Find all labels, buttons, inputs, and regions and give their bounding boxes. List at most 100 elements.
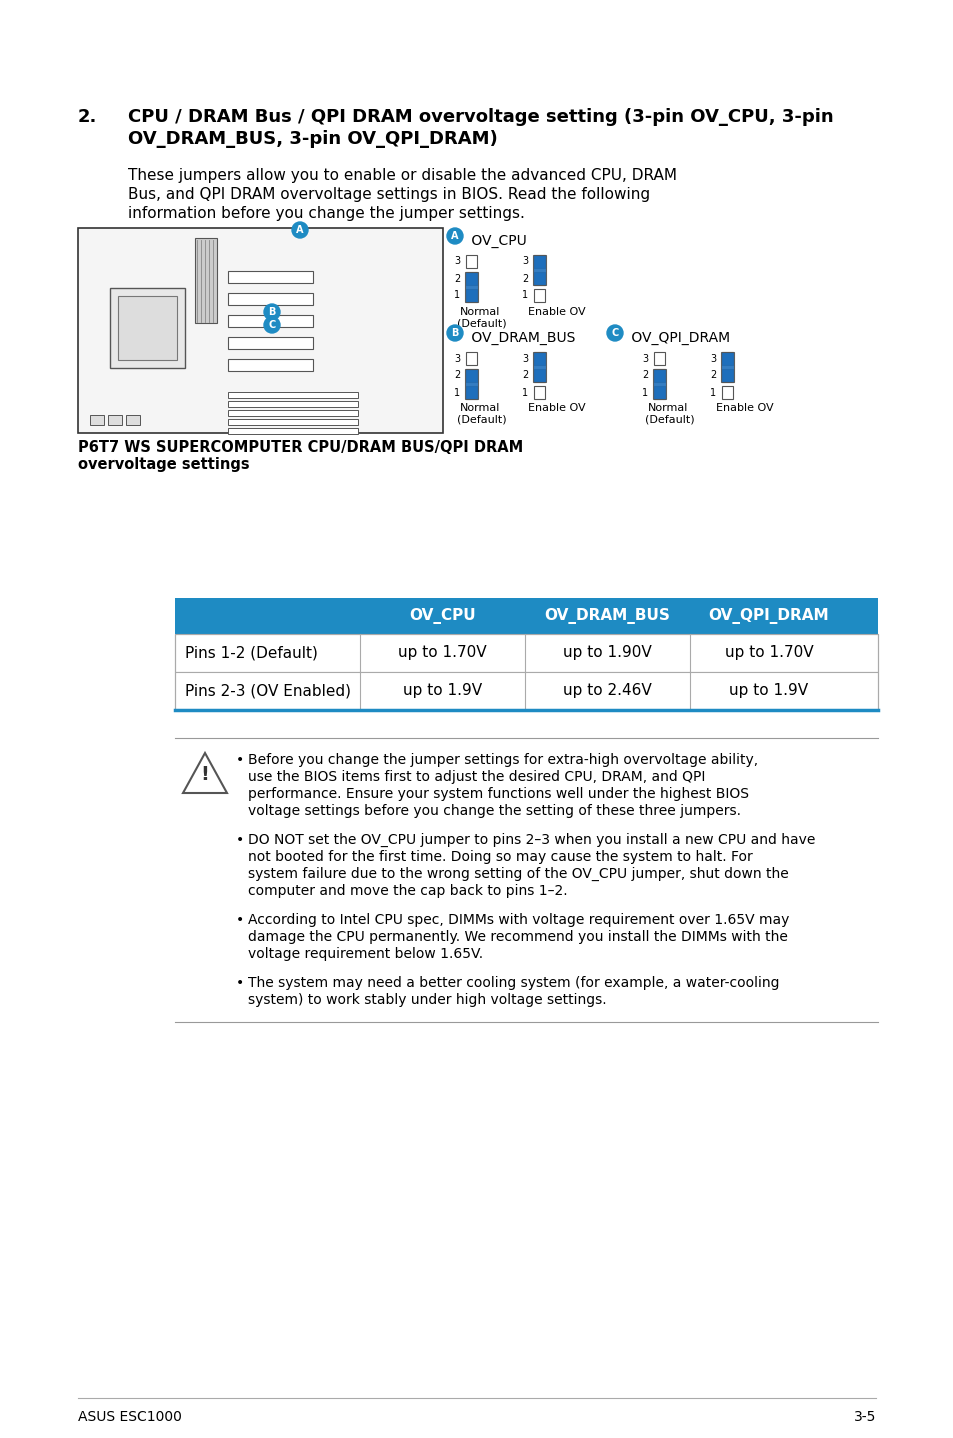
Text: voltage requirement below 1.65V.: voltage requirement below 1.65V.: [248, 948, 482, 961]
Text: 1: 1: [454, 290, 460, 301]
Text: 1: 1: [454, 387, 460, 397]
Bar: [466, 352, 477, 365]
Bar: [654, 370, 665, 383]
Text: 1: 1: [522, 387, 528, 397]
Text: Enable OV: Enable OV: [716, 403, 773, 413]
Bar: [194, 239, 216, 324]
Bar: [533, 255, 546, 285]
Bar: [174, 598, 877, 634]
Text: !: !: [200, 765, 210, 785]
Bar: [721, 352, 733, 365]
Text: A: A: [296, 224, 303, 234]
Bar: [653, 370, 666, 398]
Text: Enable OV: Enable OV: [527, 306, 585, 316]
Text: (Default): (Default): [456, 319, 506, 329]
Text: Normal: Normal: [459, 403, 500, 413]
Text: up to 1.90V: up to 1.90V: [562, 646, 651, 660]
Text: 3: 3: [454, 256, 460, 266]
Bar: [228, 410, 357, 416]
Text: The system may need a better cooling system (for example, a water-cooling: The system may need a better cooling sys…: [248, 976, 779, 989]
Bar: [654, 352, 665, 365]
Text: 2: 2: [454, 371, 460, 381]
Text: B: B: [451, 328, 458, 338]
Text: up to 1.70V: up to 1.70V: [397, 646, 486, 660]
Bar: [228, 401, 357, 407]
Bar: [721, 385, 733, 398]
Bar: [174, 672, 877, 710]
Text: OV_QPI_DRAM: OV_QPI_DRAM: [626, 331, 729, 345]
Bar: [466, 370, 477, 383]
Bar: [534, 289, 545, 302]
Text: OV_DRAM_BUS: OV_DRAM_BUS: [467, 331, 575, 345]
Text: B: B: [268, 306, 275, 316]
Text: up to 1.9V: up to 1.9V: [729, 683, 808, 699]
Circle shape: [447, 229, 462, 244]
Circle shape: [292, 221, 308, 239]
Bar: [126, 416, 140, 426]
Text: system) to work stably under high voltage settings.: system) to work stably under high voltag…: [248, 994, 606, 1007]
Text: These jumpers allow you to enable or disable the advanced CPU, DRAM: These jumpers allow you to enable or dis…: [128, 168, 677, 183]
Text: Bus, and QPI DRAM overvoltage settings in BIOS. Read the following: Bus, and QPI DRAM overvoltage settings i…: [128, 187, 649, 201]
Bar: [228, 336, 313, 349]
Text: 1: 1: [522, 290, 528, 301]
Text: Normal: Normal: [459, 306, 500, 316]
Bar: [533, 352, 546, 383]
Bar: [78, 229, 442, 433]
Text: up to 1.9V: up to 1.9V: [402, 683, 481, 699]
Bar: [534, 272, 545, 285]
Text: 2.: 2.: [78, 108, 97, 127]
Bar: [466, 255, 477, 267]
Text: •: •: [235, 913, 244, 928]
Circle shape: [447, 325, 462, 341]
Bar: [466, 385, 477, 398]
Bar: [466, 272, 477, 285]
Bar: [534, 370, 545, 383]
Bar: [174, 634, 877, 710]
Text: 2: 2: [641, 371, 648, 381]
Text: ASUS ESC1000: ASUS ESC1000: [78, 1411, 182, 1424]
Text: CPU / DRAM Bus / QPI DRAM overvoltage setting (3-pin OV_CPU, 3-pin: CPU / DRAM Bus / QPI DRAM overvoltage se…: [128, 108, 833, 127]
Bar: [108, 416, 122, 426]
Text: 1: 1: [710, 387, 716, 397]
Text: C: C: [268, 321, 275, 329]
Bar: [228, 418, 357, 426]
Text: According to Intel CPU spec, DIMMs with voltage requirement over 1.65V may: According to Intel CPU spec, DIMMs with …: [248, 913, 788, 928]
Text: OV_QPI_DRAM: OV_QPI_DRAM: [708, 608, 828, 624]
Text: OV_DRAM_BUS: OV_DRAM_BUS: [544, 608, 670, 624]
Text: up to 1.70V: up to 1.70V: [724, 646, 813, 660]
Bar: [465, 370, 478, 398]
Bar: [534, 385, 545, 398]
Text: (Default): (Default): [456, 416, 506, 426]
Text: •: •: [235, 976, 244, 989]
Bar: [228, 393, 357, 398]
Bar: [721, 370, 733, 383]
Bar: [465, 272, 478, 302]
Bar: [534, 255, 545, 267]
Text: Normal: Normal: [647, 403, 688, 413]
Bar: [118, 296, 177, 360]
Circle shape: [264, 303, 280, 321]
Text: 3: 3: [454, 354, 460, 364]
Text: voltage settings before you change the setting of these three jumpers.: voltage settings before you change the s…: [248, 804, 740, 818]
Text: •: •: [235, 833, 244, 847]
Text: performance. Ensure your system functions well under the highest BIOS: performance. Ensure your system function…: [248, 787, 748, 801]
Bar: [534, 352, 545, 365]
Text: OV_CPU: OV_CPU: [409, 608, 476, 624]
Bar: [654, 385, 665, 398]
Text: 3-5: 3-5: [853, 1411, 875, 1424]
Circle shape: [606, 325, 622, 341]
Text: 2: 2: [454, 273, 460, 283]
Text: not booted for the first time. Doing so may cause the system to halt. For: not booted for the first time. Doing so …: [248, 850, 752, 864]
Text: information before you change the jumper settings.: information before you change the jumper…: [128, 206, 524, 221]
Text: computer and move the cap back to pins 1–2.: computer and move the cap back to pins 1…: [248, 884, 567, 897]
Bar: [720, 352, 734, 383]
Text: 2: 2: [521, 371, 528, 381]
Circle shape: [264, 316, 280, 334]
Text: damage the CPU permanently. We recommend you install the DIMMs with the: damage the CPU permanently. We recommend…: [248, 930, 787, 943]
Text: (Default): (Default): [644, 416, 694, 426]
Text: DO NOT set the OV_CPU jumper to pins 2–3 when you install a new CPU and have: DO NOT set the OV_CPU jumper to pins 2–3…: [248, 833, 815, 847]
Text: Pins 2-3 (OV Enabled): Pins 2-3 (OV Enabled): [185, 683, 351, 699]
Bar: [228, 293, 313, 305]
Text: Pins 1-2 (Default): Pins 1-2 (Default): [185, 646, 317, 660]
Text: 3: 3: [710, 354, 716, 364]
